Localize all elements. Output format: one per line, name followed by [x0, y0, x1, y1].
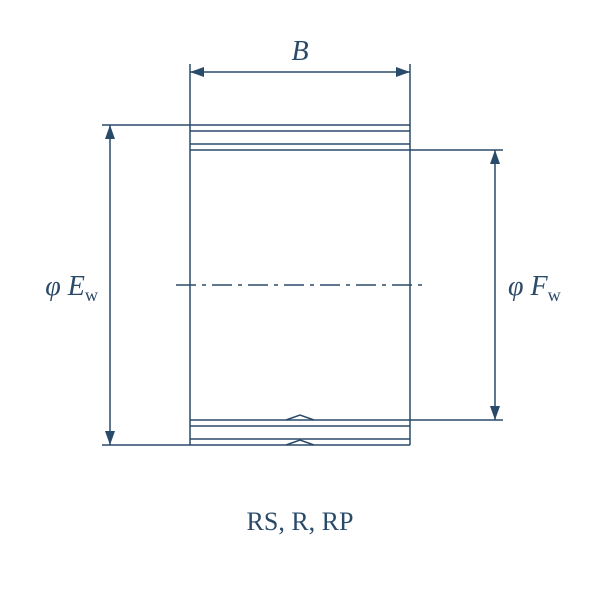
- inner-diameter-label: φ Fw: [508, 271, 562, 305]
- outer-diameter-label: φ Ew: [45, 271, 99, 305]
- caption: RS, R, RP: [247, 507, 354, 536]
- width-label: B: [291, 36, 308, 67]
